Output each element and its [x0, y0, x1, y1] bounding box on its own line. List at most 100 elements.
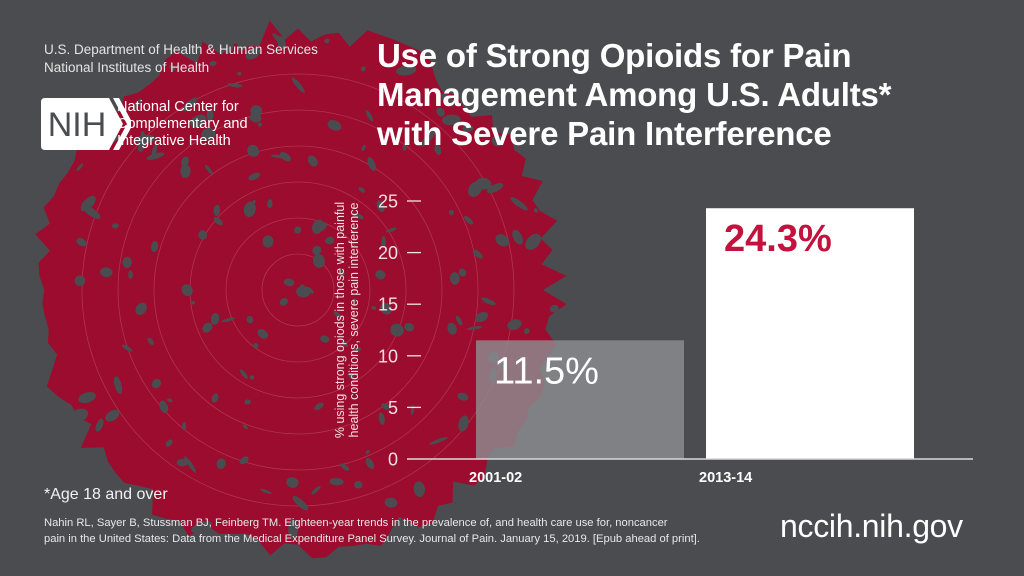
splatter-speck — [294, 226, 302, 234]
splatter-speck — [182, 97, 198, 112]
splatter-speck — [248, 172, 261, 181]
citation-line-2: pain in the United States: Data from the… — [44, 532, 700, 545]
splatter-speck — [74, 275, 86, 287]
splatter-speck — [447, 322, 457, 335]
splatter-speck — [475, 177, 492, 190]
splatter-speck — [348, 372, 355, 379]
splatter-speck — [105, 409, 120, 422]
splatter-speck — [466, 326, 483, 330]
splatter-speck — [257, 122, 263, 127]
x-tick-label: 2013-14 — [699, 470, 752, 486]
splatter-speck — [352, 212, 364, 220]
splatter-speck — [165, 439, 173, 447]
splatter-speck — [524, 328, 530, 335]
y-tick-label: 25 — [378, 192, 398, 212]
center-name-line-2: Complementary and — [117, 116, 248, 132]
splatter-speck — [413, 481, 425, 498]
splatter-speck — [245, 47, 261, 60]
splatter-speck — [267, 199, 273, 209]
splatter-speck — [475, 311, 489, 323]
splatter-speck — [341, 340, 349, 348]
splatter-speck — [213, 217, 223, 226]
splatter-speck — [472, 249, 483, 259]
splatter-speck — [133, 98, 142, 109]
splatter-speck — [206, 108, 214, 122]
splatter-speck — [242, 424, 248, 430]
splatter-speck — [549, 304, 559, 313]
splatter-speck — [464, 215, 474, 225]
splatter-speck — [271, 154, 286, 159]
splatter-speck — [495, 234, 510, 247]
x-tick-label: 2001-02 — [469, 470, 522, 486]
splatter-speck — [320, 335, 330, 343]
splatter-speck — [396, 65, 417, 76]
y-tick-label: 0 — [388, 450, 398, 470]
splatter-speck — [455, 315, 463, 326]
splatter-speck — [307, 155, 318, 167]
splatter-speck — [227, 82, 243, 88]
splatter-speck — [70, 408, 89, 423]
splatter-speck — [237, 71, 242, 76]
splatter-speck — [353, 347, 362, 353]
splatter-speck — [333, 311, 342, 319]
splatter-speck — [211, 393, 219, 403]
splatter-speck — [250, 105, 263, 118]
splatter-speck — [327, 120, 342, 131]
splatter-speck — [181, 156, 189, 167]
splatter-speck — [312, 245, 322, 255]
splatter-speck — [198, 230, 208, 240]
splatter-speck — [246, 315, 254, 324]
splatter-speck — [376, 200, 385, 212]
splatter-speck — [180, 164, 191, 178]
splatter-speck — [243, 201, 256, 218]
splatter-speck — [239, 456, 249, 465]
splatter-speck — [512, 229, 523, 245]
y-tick-label: 20 — [378, 243, 398, 263]
splatter-speck — [80, 195, 96, 212]
splatter-ring — [261, 253, 335, 327]
splatter-ring — [117, 109, 479, 471]
splatter-speck — [76, 163, 84, 171]
age-footnote: *Age 18 and over — [44, 486, 168, 503]
splatter-speck — [385, 227, 397, 233]
splatter-speck — [404, 322, 414, 332]
website-link[interactable]: nccih.nih.gov — [780, 508, 963, 544]
splatter-speck — [260, 488, 272, 495]
splatter-speck — [354, 480, 363, 489]
splatter-speck — [244, 399, 251, 405]
splatter-speck — [128, 270, 133, 279]
splatter-speck — [381, 403, 390, 410]
splatter-speck — [313, 222, 328, 233]
splatter-speck — [39, 318, 47, 325]
splatter-speck — [380, 302, 392, 315]
splatter-speck — [95, 418, 104, 432]
splatter-speck — [458, 415, 469, 432]
splatter-speck — [365, 458, 375, 469]
splatter-speck — [339, 269, 345, 277]
splatter-speck — [279, 297, 289, 306]
splatter-speck — [190, 114, 207, 128]
splatter-speck — [533, 208, 539, 213]
splatter-speck — [209, 60, 217, 67]
splatter-speck — [230, 536, 236, 542]
splatter-speck — [311, 486, 321, 495]
splatter-speck — [429, 436, 448, 445]
splatter-speck — [78, 392, 96, 404]
splatter-speck — [262, 235, 274, 248]
splatter-speck — [390, 323, 404, 337]
splatter-speck — [384, 497, 398, 508]
splatter-speck — [122, 256, 132, 268]
splatter-speck — [291, 77, 305, 93]
splatter-speck — [176, 458, 189, 467]
splatter-speck — [481, 297, 496, 306]
splatter-speck — [252, 343, 259, 349]
splatter-speck — [449, 272, 460, 285]
splatter-speck — [510, 197, 528, 211]
data-label-2013-14: 24.3% — [724, 218, 832, 260]
splatter-speck — [371, 305, 377, 311]
bar-2013-14 — [706, 208, 914, 459]
nih-logo-icon: NIH — [41, 98, 131, 150]
splatter-speck — [252, 199, 256, 204]
